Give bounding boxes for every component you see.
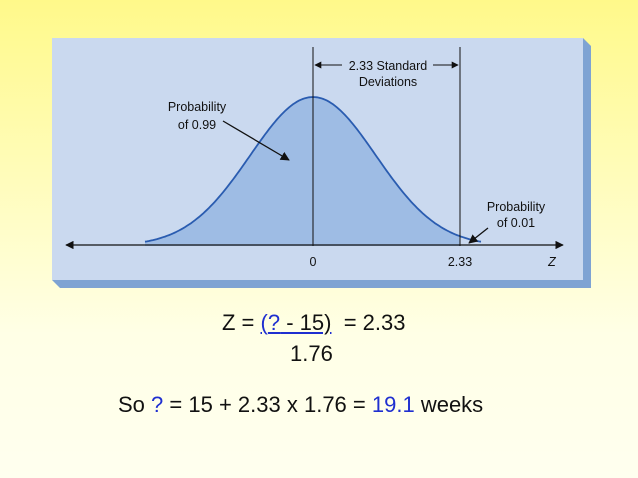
result: So ? = 15 + 2.33 x 1.76 = 19.1 weeks bbox=[118, 392, 483, 418]
axis-label: 2.33 bbox=[448, 255, 472, 269]
rhs: = 2.33 bbox=[343, 310, 406, 335]
right-probability: of 0.01 bbox=[497, 216, 535, 230]
std-label: Deviations bbox=[359, 75, 417, 89]
numerator-rest: - 15) bbox=[280, 310, 332, 335]
paren: ( bbox=[260, 310, 268, 335]
left-probability: of 0.99 bbox=[178, 118, 216, 132]
right-probability: Probability bbox=[487, 200, 546, 214]
axis-label: 0 bbox=[310, 255, 317, 269]
answer: 19.1 bbox=[371, 392, 415, 417]
numerator: (? - 15) bbox=[261, 310, 332, 335]
equation: Z = (? - 15) = 2.33 bbox=[222, 310, 405, 336]
denominator: 1.76 bbox=[290, 341, 333, 366]
result-text: So bbox=[118, 392, 145, 417]
lhs: Z = bbox=[222, 310, 255, 335]
axis-label: Z bbox=[547, 255, 556, 269]
unknown: ? bbox=[151, 392, 164, 417]
std-label: 2.33 Standard bbox=[349, 59, 428, 73]
result-text: = 15 + 2.33 x 1.76 = bbox=[169, 392, 366, 417]
pointer bbox=[222, 120, 290, 161]
unknown: ? bbox=[267, 310, 281, 335]
shaded-area bbox=[145, 97, 460, 246]
left-probability: Probability bbox=[168, 100, 227, 114]
pointer bbox=[468, 227, 489, 244]
result-text: weeks bbox=[420, 392, 484, 417]
